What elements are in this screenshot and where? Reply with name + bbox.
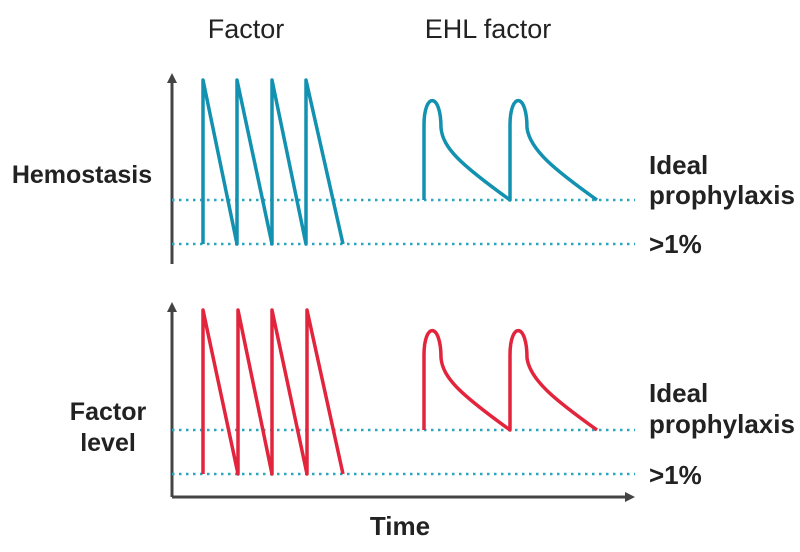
bottom-panel: Factor level Ideal prophylaxis >1% Time [70,302,795,541]
time-axis-label: Time [370,511,430,541]
top-ehl-factor-curve [422,98,599,202]
hemostasis-label: Hemostasis [12,161,152,189]
bottom-1-percent-label: >1% [649,460,702,490]
ehl-factor-header: EHL factor [425,14,552,44]
top-1-percent-label: >1% [649,229,702,259]
bottom-factor-curve [201,308,345,476]
bottom-ideal-label: Ideal prophylaxis [649,378,795,439]
top-ideal-label: Ideal prophylaxis [649,150,795,210]
factor-header: Factor [208,14,285,44]
top-factor-curve [201,78,345,246]
bottom-ehl-factor-curve [422,328,599,432]
factor-level-label: Factor level [70,398,147,457]
top-panel: Hemostasis Ideal prophylaxis >1% [12,73,795,264]
